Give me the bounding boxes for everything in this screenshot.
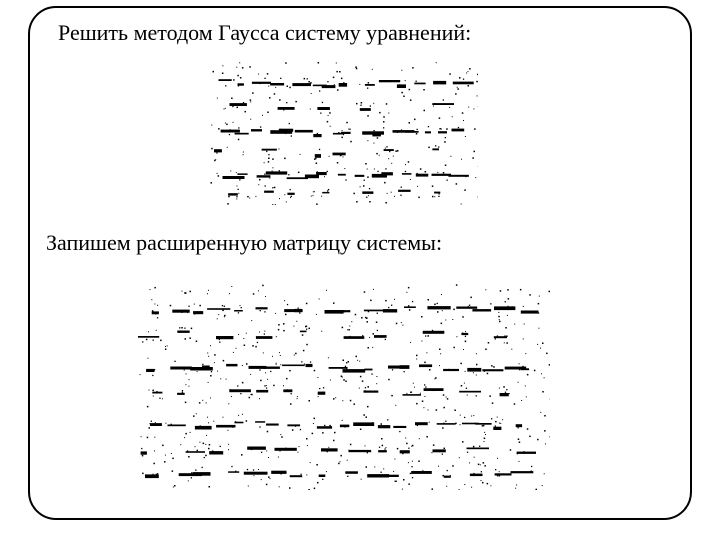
content-frame: Решить методом Гаусса систему уравнений:…	[28, 6, 692, 520]
problem-title: Решить методом Гаусса систему уравнений:	[58, 20, 471, 46]
matrix-intro-text: Запишем расширенную матрицу системы:	[46, 230, 442, 256]
matrix-image	[138, 284, 550, 490]
equations-image	[210, 62, 478, 206]
